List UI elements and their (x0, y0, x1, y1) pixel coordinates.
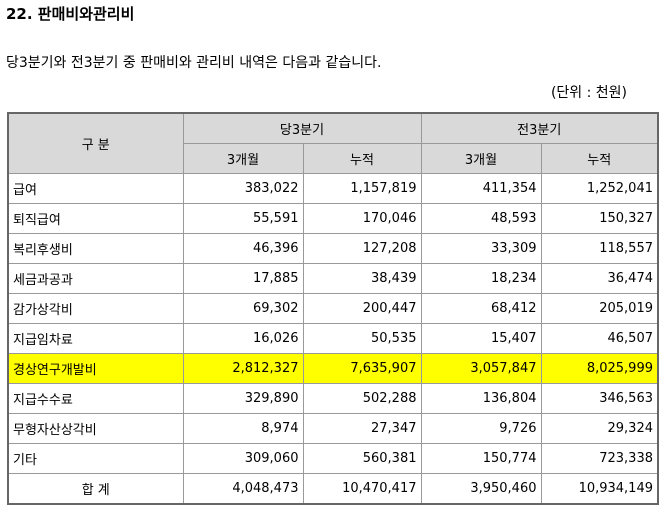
cell-value: 346,563 (540, 383, 659, 414)
cell-value: 127,208 (302, 233, 422, 264)
cell-value: 170,046 (302, 203, 422, 234)
cell-value: 46,507 (540, 323, 659, 354)
expense-table: 구 분 당3분기 전3분기 3개월 누적 3개월 누적 급여 383,022 1,1… (7, 112, 659, 505)
cell-value: 17,885 (182, 263, 304, 294)
row-label: 합 계 (7, 473, 184, 505)
cell-value: 723,338 (540, 443, 659, 474)
row-label: 세금과공과 (7, 263, 184, 294)
row-label: 지급수수료 (7, 383, 184, 414)
table-row: 세금과공과 17,885 38,439 18,234 36,474 (7, 263, 659, 294)
table-row: 급여 383,022 1,157,819 411,354 1,252,041 (7, 173, 659, 204)
subheader: 3개월 (420, 143, 542, 174)
row-label: 기타 (7, 443, 184, 474)
cell-value: 1,157,819 (302, 173, 422, 204)
row-label: 복리후생비 (7, 233, 184, 264)
cell-value: 1,252,041 (540, 173, 659, 204)
cell-value: 50,535 (302, 323, 422, 354)
cell-value: 16,026 (182, 323, 304, 354)
cell-value: 69,302 (182, 293, 304, 324)
cell-value: 55,591 (182, 203, 304, 234)
cell-value: 150,774 (420, 443, 542, 474)
item-header: 구 분 (7, 112, 184, 174)
cell-value: 2,812,327 (182, 353, 304, 384)
row-label: 무형자산상각비 (7, 413, 184, 444)
cell-value: 7,635,907 (302, 353, 422, 384)
cell-value: 27,347 (302, 413, 422, 444)
intro: 당3분기와 전3분기 중 판매비와 관리비 내역은 다음과 같습니다. (6, 55, 382, 71)
cell-value: 411,354 (420, 173, 542, 204)
cell-value: 10,470,417 (302, 473, 422, 505)
table-row: 지급수수료 329,890 502,288 136,804 346,563 (7, 383, 659, 414)
table-row: 퇴직급여 55,591 170,046 48,593 150,327 (7, 203, 659, 234)
table-row: 기타 309,060 560,381 150,774 723,338 (7, 443, 659, 474)
cell-value: 309,060 (182, 443, 304, 474)
cell-value: 68,412 (420, 293, 542, 324)
cell-value: 46,396 (182, 233, 304, 264)
cell-value: 118,557 (540, 233, 659, 264)
cell-value: 48,593 (420, 203, 542, 234)
row-label: 급여 (7, 173, 184, 204)
cell-value: 36,474 (540, 263, 659, 294)
cell-value: 150,327 (540, 203, 659, 234)
table-row: 지급임차료 16,026 50,535 15,407 46,507 (7, 323, 659, 354)
cell-value: 9,726 (420, 413, 542, 444)
row-label: 지급임차료 (7, 323, 184, 354)
cell-value: 10,934,149 (540, 473, 659, 505)
cell-value: 560,381 (302, 443, 422, 474)
row-label: 퇴직급여 (7, 203, 184, 234)
cell-value: 329,890 (182, 383, 304, 414)
table-body: 급여 383,022 1,157,819 411,354 1,252,041 퇴직급여 55… (7, 173, 659, 505)
table-row: 합 계 4,048,473 10,470,417 3,950,460 10,934,14… (7, 473, 659, 505)
cell-value: 205,019 (540, 293, 659, 324)
group-header: 당3분기 (182, 112, 422, 144)
subheader: 3개월 (182, 143, 304, 174)
cell-value: 383,022 (182, 173, 304, 204)
subheader: 누적 (302, 143, 422, 174)
cell-value: 33,309 (420, 233, 542, 264)
table-row: 무형자산상각비 8,974 27,347 9,726 29,324 (7, 413, 659, 444)
cell-value: 136,804 (420, 383, 542, 414)
table-row: 감가상각비 69,302 200,447 68,412 205,019 (7, 293, 659, 324)
title: 22. 판매비와관리비 (6, 5, 135, 23)
cell-value: 8,025,999 (540, 353, 659, 384)
cell-value: 502,288 (302, 383, 422, 414)
table-row: 복리후생비 46,396 127,208 33,309 118,557 (7, 233, 659, 264)
cell-value: 200,447 (302, 293, 422, 324)
cell-value: 3,057,847 (420, 353, 542, 384)
subheader-row: 3개월 누적 3개월 누적 (8, 143, 659, 174)
cell-value: 38,439 (302, 263, 422, 294)
table-row: 경상연구개발비 2,812,327 7,635,907 3,057,847 8,025,… (7, 353, 659, 384)
unit: (단위 : 천원) (550, 85, 627, 101)
cell-value: 3,950,460 (420, 473, 542, 505)
header-row: 구 분 당3분기 전3분기 (7, 112, 659, 174)
row-label: 감가상각비 (7, 293, 184, 324)
group-header: 전3분기 (420, 112, 659, 144)
subheader: 누적 (540, 143, 659, 174)
cell-value: 29,324 (540, 413, 659, 444)
row-label: 경상연구개발비 (7, 353, 184, 384)
cell-value: 8,974 (182, 413, 304, 444)
cell-value: 4,048,473 (182, 473, 304, 505)
cell-value: 18,234 (420, 263, 542, 294)
cell-value: 15,407 (420, 323, 542, 354)
